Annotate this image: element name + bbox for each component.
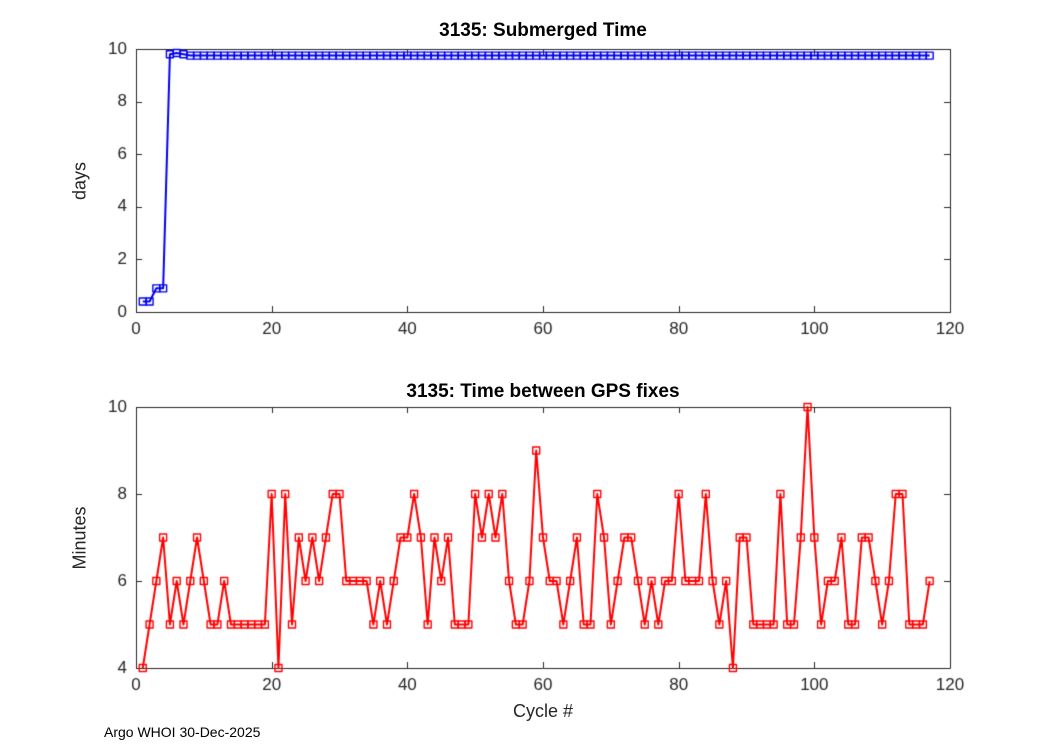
gps-fixes-ylabel: Minutes [69, 506, 90, 570]
submerged-time-ylabel: days [69, 161, 90, 201]
cycle-xlabel: Cycle # [512, 701, 574, 721]
gps-fixes-title: 3135: Time between GPS fixes [406, 381, 680, 402]
submerged-time-title: 3135: Submerged Time [439, 20, 647, 41]
footer-text: Argo WHOI 30-Dec-2025 [104, 724, 261, 740]
